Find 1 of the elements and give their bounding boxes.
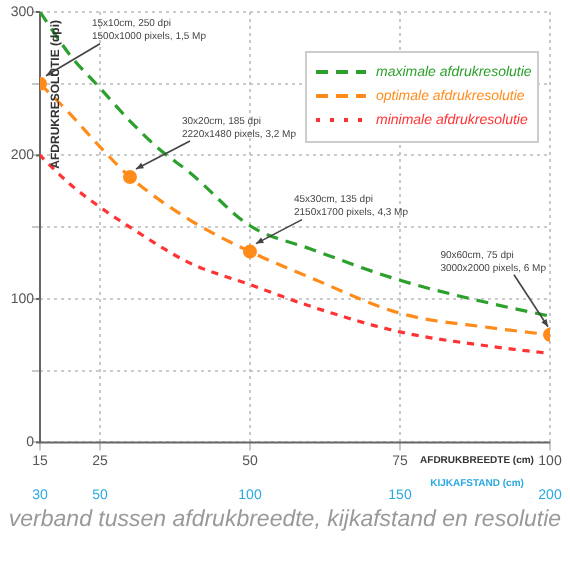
text: verband tussen afdrukbreedte, kijkafstand en resolutie (6, 508, 564, 532)
